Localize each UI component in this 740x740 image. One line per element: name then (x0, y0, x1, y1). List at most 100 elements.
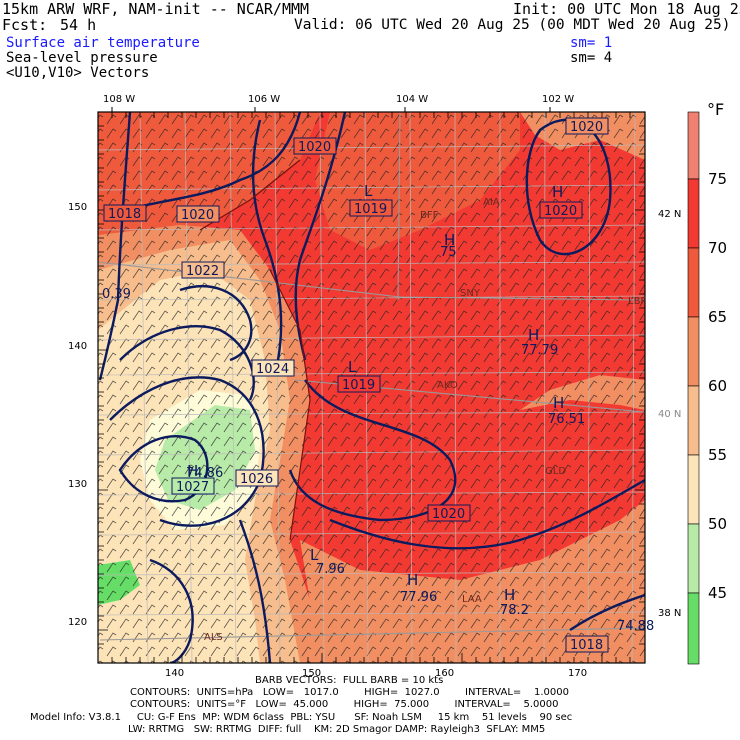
low-marker-2: L (348, 358, 357, 376)
smoothing-pressure: sm= 4 (570, 50, 613, 66)
station-ako: AKO (437, 380, 458, 391)
colorbar (687, 111, 700, 665)
lat-label-40n: 40 N (658, 409, 682, 420)
colorbar-label-55: 55 (708, 446, 728, 464)
high-marker-5: H (504, 586, 515, 604)
init-time: Init: 00 UTC Mon 18 Aug 25 (513, 0, 740, 18)
lat-label-42n: 42 N (658, 209, 682, 220)
high-marker-1: H (552, 183, 563, 201)
station-gld: GLD (545, 466, 566, 477)
station-aia: AIA (483, 197, 500, 208)
footer-contours-temperature: CONTOURS: UNITS=°F LOW= 45.000 HIGH= 75.… (130, 699, 559, 710)
colorbar-label-60: 60 (708, 377, 728, 395)
value-75: 75 (440, 245, 457, 260)
colorbar-label-50: 50 (708, 515, 728, 533)
station-als: ALS (204, 632, 223, 643)
colorbar-swatch-2 (687, 178, 700, 249)
temp-area-50 (140, 390, 262, 530)
value-76-51: 76.51 (548, 412, 585, 427)
field-temperature: Surface air temperature (6, 35, 200, 51)
model-title: 15km ARW WRF, NAM-init -- NCAR/MMM (2, 0, 310, 18)
temp-area-cool-ne (520, 112, 645, 160)
colorbar-label-45: 45 (708, 584, 728, 602)
lat-label-38n: 38 N (658, 608, 682, 619)
x-tick-170: 170 (568, 668, 588, 679)
y-tick-120: 120 (68, 617, 88, 628)
pressure-box-1020-n: 1020 (298, 140, 331, 155)
lon-label-108w: 108 W (103, 94, 136, 105)
map-frame (97, 111, 646, 664)
temp-area-55 (98, 270, 270, 663)
pressure-box-1018-se: 1018 (570, 638, 603, 653)
station-bff: BFF (420, 210, 439, 221)
temp-area-75-nw (98, 112, 320, 240)
colorbar-swatch-8 (687, 592, 700, 665)
temp-area-65-west (98, 225, 330, 663)
temp-base-70 (98, 112, 645, 663)
lon-label-106w: 106 W (248, 94, 281, 105)
station-laa: LAA (462, 594, 482, 605)
wind-barbs (98, 112, 645, 663)
value-77-96: 77.96 (400, 590, 437, 605)
temp-area-45 (155, 405, 255, 510)
y-tick-150: 150 (68, 202, 88, 213)
high-marker-3: H (553, 394, 564, 412)
pressure-box-1020-e: 1020 (544, 204, 577, 219)
x-tick-140: 140 (165, 668, 185, 679)
pressure-box-1022: 1022 (186, 264, 219, 279)
value-78-2: 78.2 (500, 603, 529, 618)
field-vectors: <U10,V10> Vectors (6, 65, 150, 81)
isobars (98, 112, 645, 663)
frame-ticks (98, 107, 645, 663)
footer-barb-info: BARB VECTORS: FULL BARB = 10 kts (255, 675, 444, 686)
colorbar-label-75: 75 (708, 170, 728, 188)
value-7-96: 7.96 (316, 562, 345, 577)
lon-label-104w: 104 W (396, 94, 429, 105)
smoothing-temperature: sm= 1 (570, 35, 613, 51)
high-marker-6: H (187, 462, 198, 480)
station-lbf: LBF (628, 296, 646, 307)
high-marker-2: H (528, 326, 539, 344)
station-sny: SNY (460, 288, 481, 299)
pressure-box-1026: 1026 (240, 472, 273, 487)
temp-area-warm-north (315, 112, 520, 250)
colorbar-swatch-3 (687, 247, 700, 318)
forecast-label: Fcst: (2, 16, 48, 34)
footer-contours-pressure: CONTOURS: UNITS=hPa LOW= 1017.0 HIGH= 10… (130, 687, 569, 698)
y-tick-140: 140 (68, 341, 88, 352)
county-grid (98, 112, 645, 663)
pressure-box-1019-c: 1019 (342, 378, 375, 393)
pressure-box-1020-ne: 1020 (570, 120, 603, 135)
value-0-39: 0.39 (102, 287, 131, 302)
pressure-box-1024: 1024 (256, 362, 289, 377)
forecast-hour: 54 h (60, 16, 97, 34)
low-marker-1: L (364, 182, 373, 200)
colorbar-swatch-1 (687, 111, 700, 180)
footer-model-physics: LW: RRTMG SW: RRTMG DIFF: full KM: 2D Sm… (128, 724, 546, 735)
pressure-box-1020-w: 1020 (181, 208, 214, 223)
field-pressure: Sea-level pressure (6, 50, 158, 66)
colorbar-label-65: 65 (708, 308, 728, 326)
colorbar-swatch-7 (687, 523, 700, 594)
colorbar-swatch-5 (687, 385, 700, 456)
value-74-88: 74.88 (617, 619, 654, 634)
pressure-box-1020-s: 1020 (432, 507, 465, 522)
value-77-79: 77.79 (521, 343, 558, 358)
pressure-box-1018-w: 1018 (108, 207, 141, 222)
isotherms (199, 159, 311, 541)
valid-time: Valid: 06 UTC Wed 20 Aug 25 (00 MDT Wed … (294, 17, 731, 33)
colorbar-unit: °F (707, 100, 725, 119)
value-74-86: 74.86 (186, 466, 223, 481)
colorbar-swatch-6 (687, 454, 700, 525)
pressure-box-1027: 1027 (176, 480, 209, 495)
pressure-box-1019-n: 1019 (354, 202, 387, 217)
colorbar-swatch-4 (687, 316, 700, 387)
temp-area-60 (98, 240, 300, 663)
temp-area-cool-east (520, 375, 645, 410)
colorbar-label-70: 70 (708, 239, 728, 257)
temp-area-40 (98, 560, 140, 605)
state-borders (98, 112, 645, 641)
footer-model-info: Model Info: V3.8.1 CU: G-F Ens MP: WDM 6… (30, 712, 573, 723)
lon-label-102w: 102 W (542, 94, 575, 105)
